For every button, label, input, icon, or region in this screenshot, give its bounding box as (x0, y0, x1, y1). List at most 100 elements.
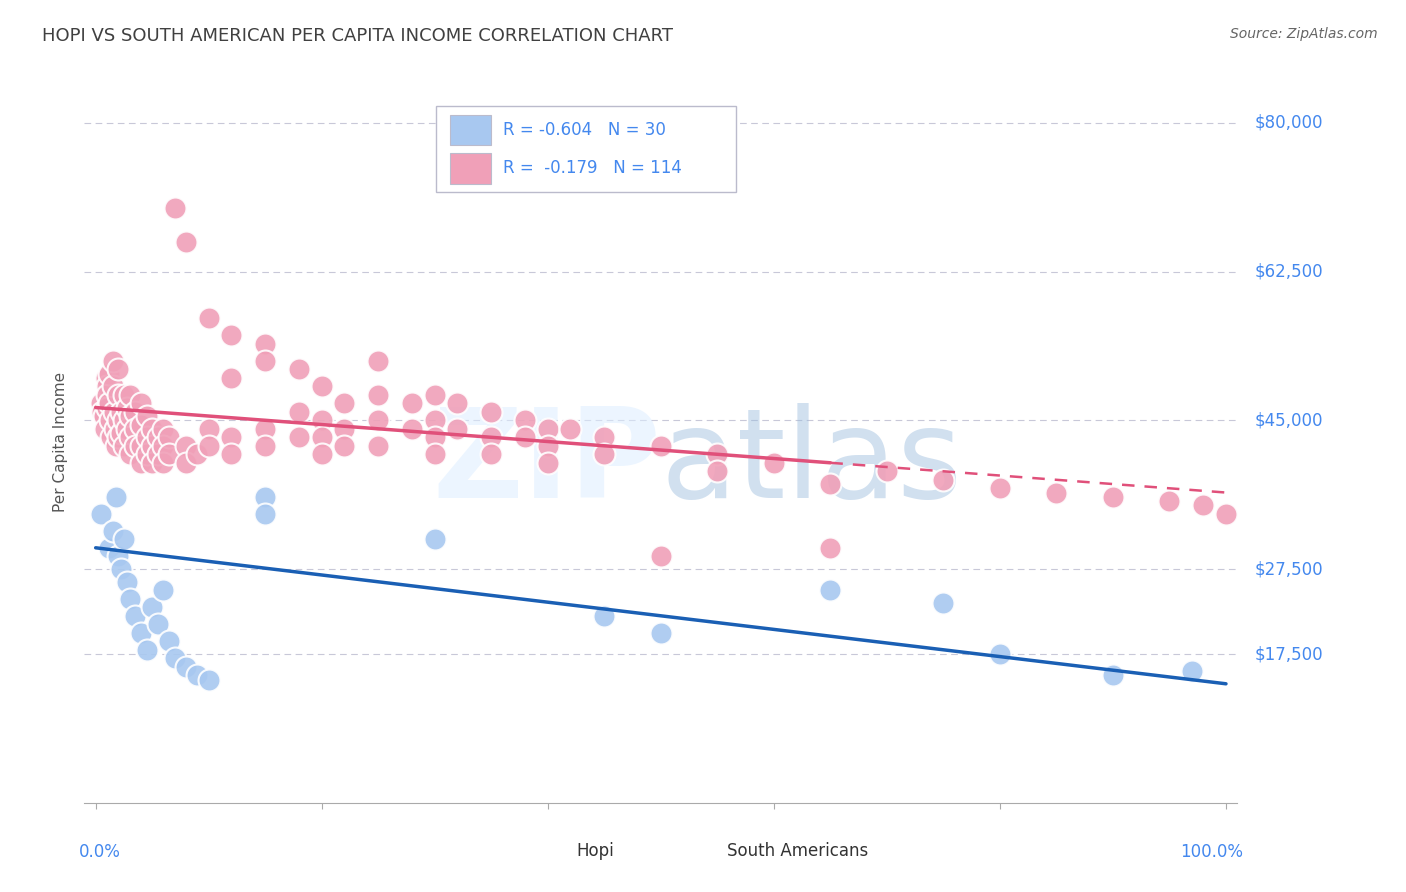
Text: $17,500: $17,500 (1254, 645, 1323, 663)
Point (129, 456, 152, 470)
Text: $27,500: $27,500 (1254, 560, 1323, 578)
Point (515, 413, 537, 427)
Point (118, 388, 141, 402)
Point (423, 447, 446, 461)
FancyBboxPatch shape (436, 105, 735, 193)
Point (593, 447, 616, 461)
Point (118, 430, 141, 444)
Point (988, 647, 1011, 661)
Point (105, 439, 128, 453)
Point (96, 388, 118, 402)
Text: R =  -0.179   N = 114: R = -0.179 N = 114 (503, 160, 682, 178)
Point (254, 422, 277, 436)
Point (118, 447, 141, 461)
Point (118, 409, 141, 423)
Text: $45,000: $45,000 (1254, 411, 1323, 429)
Point (537, 439, 560, 453)
Point (105, 490, 128, 504)
Point (110, 405, 132, 419)
Bar (690, 841, 721, 864)
Point (333, 396, 356, 410)
Point (107, 388, 129, 402)
Point (135, 430, 157, 444)
Point (1192, 498, 1215, 512)
Point (174, 660, 197, 674)
Point (401, 422, 423, 436)
Point (254, 439, 277, 453)
Point (479, 430, 502, 444)
Bar (540, 841, 572, 864)
Point (110, 562, 132, 576)
Point (288, 405, 311, 419)
Text: 0.0%: 0.0% (79, 843, 121, 861)
Point (423, 413, 446, 427)
Point (650, 549, 672, 564)
Point (98, 396, 121, 410)
Point (103, 405, 125, 419)
Point (186, 668, 208, 682)
Point (157, 634, 180, 648)
Point (96, 379, 118, 393)
Point (141, 600, 163, 615)
Point (197, 422, 219, 436)
Point (423, 533, 446, 547)
Point (174, 456, 197, 470)
Point (820, 583, 842, 598)
Point (1102, 668, 1125, 682)
Point (91, 405, 114, 419)
Point (932, 473, 955, 487)
Point (129, 439, 152, 453)
Point (98, 541, 121, 555)
Point (107, 362, 129, 376)
Point (706, 464, 728, 478)
Bar (450, 153, 491, 184)
Point (135, 447, 157, 461)
Point (820, 541, 842, 555)
Point (112, 533, 135, 547)
Point (333, 439, 356, 453)
Point (163, 651, 186, 665)
Point (932, 596, 955, 610)
Point (98, 413, 121, 427)
Point (124, 405, 146, 419)
Point (254, 336, 277, 351)
Text: Hopi: Hopi (576, 842, 614, 860)
Point (479, 447, 502, 461)
Point (288, 362, 311, 376)
Point (1102, 490, 1125, 504)
Point (537, 456, 560, 470)
Point (129, 396, 152, 410)
Point (988, 481, 1011, 495)
Point (124, 422, 146, 436)
Point (367, 353, 389, 368)
Point (163, 201, 186, 215)
Point (423, 430, 446, 444)
Point (117, 401, 139, 415)
Point (593, 608, 616, 623)
Point (146, 430, 169, 444)
Point (1045, 485, 1067, 500)
Point (135, 409, 157, 423)
Point (1181, 664, 1204, 678)
Point (186, 447, 208, 461)
Point (152, 456, 174, 470)
Point (117, 574, 139, 589)
Point (221, 447, 243, 461)
Point (124, 608, 146, 623)
Point (537, 422, 560, 436)
Point (107, 549, 129, 564)
Point (446, 396, 468, 410)
Point (311, 413, 333, 427)
Point (93, 422, 115, 436)
Point (94, 371, 117, 385)
Point (197, 311, 219, 326)
Point (129, 625, 152, 640)
Point (254, 490, 277, 504)
Point (107, 430, 129, 444)
Y-axis label: Per Capita Income: Per Capita Income (53, 371, 69, 512)
Point (221, 328, 243, 343)
Point (141, 422, 163, 436)
Text: ZIP: ZIP (432, 402, 661, 524)
Point (101, 524, 124, 538)
Point (152, 422, 174, 436)
